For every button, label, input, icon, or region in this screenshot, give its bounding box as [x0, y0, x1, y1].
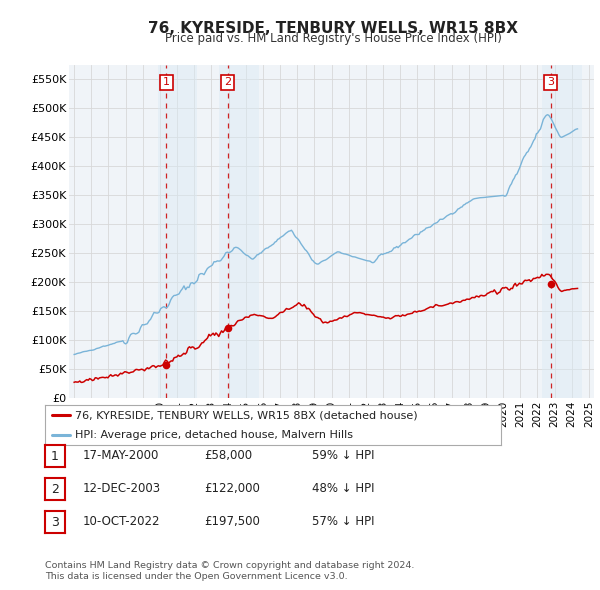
Bar	[158, 65, 197, 398]
Text: Price paid vs. HM Land Registry's House Price Index (HPI): Price paid vs. HM Land Registry's House …	[164, 32, 502, 45]
Text: £122,000: £122,000	[204, 482, 260, 495]
Text: 17-MAY-2000: 17-MAY-2000	[82, 449, 158, 462]
Text: £58,000: £58,000	[204, 449, 252, 462]
Text: 10-OCT-2022: 10-OCT-2022	[82, 515, 160, 528]
Text: This data is licensed under the Open Government Licence v3.0.: This data is licensed under the Open Gov…	[45, 572, 347, 581]
Text: 1: 1	[163, 77, 170, 87]
Text: 57% ↓ HPI: 57% ↓ HPI	[312, 515, 374, 528]
Bar	[542, 65, 581, 398]
Text: £197,500: £197,500	[204, 515, 260, 528]
Text: 3: 3	[547, 77, 554, 87]
Text: Contains HM Land Registry data © Crown copyright and database right 2024.: Contains HM Land Registry data © Crown c…	[45, 561, 415, 570]
Text: 76, KYRESIDE, TENBURY WELLS, WR15 8BX (detached house): 76, KYRESIDE, TENBURY WELLS, WR15 8BX (d…	[74, 411, 417, 420]
Text: 2: 2	[51, 483, 59, 496]
Text: 2: 2	[224, 77, 231, 87]
Text: 1: 1	[51, 450, 59, 463]
Text: 48% ↓ HPI: 48% ↓ HPI	[312, 482, 374, 495]
Bar	[219, 65, 259, 398]
Text: 3: 3	[51, 516, 59, 529]
Text: 59% ↓ HPI: 59% ↓ HPI	[312, 449, 374, 462]
Text: HPI: Average price, detached house, Malvern Hills: HPI: Average price, detached house, Malv…	[74, 431, 353, 440]
Text: 76, KYRESIDE, TENBURY WELLS, WR15 8BX: 76, KYRESIDE, TENBURY WELLS, WR15 8BX	[148, 21, 518, 35]
Text: 12-DEC-2003: 12-DEC-2003	[82, 482, 160, 495]
